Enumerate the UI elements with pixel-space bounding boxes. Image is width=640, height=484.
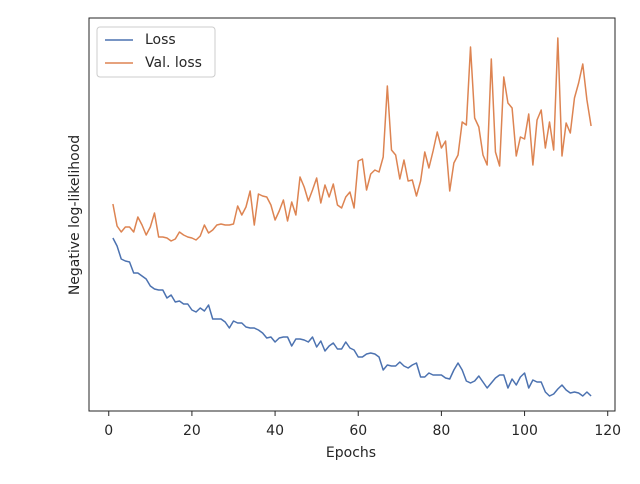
x-tick-label: 100 <box>511 423 538 439</box>
legend-label: Loss <box>145 32 176 48</box>
x-tick-label: 40 <box>266 423 284 439</box>
data-line <box>112 37 592 242</box>
x-tick-label: 80 <box>432 423 450 439</box>
x-tick-label: 0 <box>104 423 113 439</box>
data-line <box>112 237 592 397</box>
legend-label: Val. loss <box>145 55 202 71</box>
x-axis-label: Epochs <box>326 445 376 461</box>
x-tick-label: 120 <box>594 423 621 439</box>
x-tick-label: 60 <box>349 423 367 439</box>
plot-frame <box>88 17 616 412</box>
y-axis-label: Negative log-likelihood <box>67 135 83 295</box>
x-tick-label: 20 <box>183 423 201 439</box>
